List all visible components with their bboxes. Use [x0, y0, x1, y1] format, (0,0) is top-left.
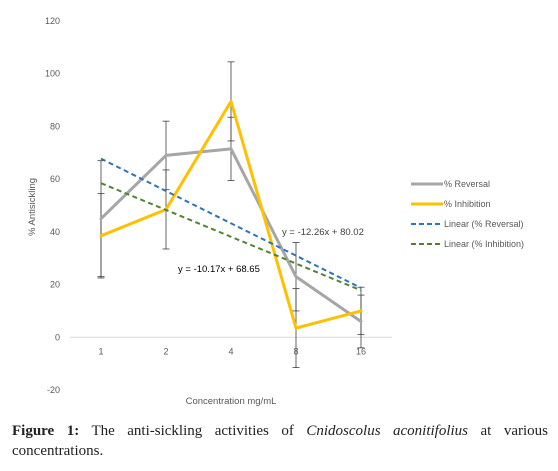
x-tick-label: 1: [98, 346, 103, 356]
caption-text-before: The anti-sickling activities of: [79, 423, 307, 439]
x-axis-title: Concentration mg/mL: [186, 396, 277, 407]
series-lines: [99, 99, 363, 330]
x-tick-label: 16: [356, 346, 366, 356]
y-tick-label: 20: [50, 280, 60, 290]
legend: % Reversal % Inhibition Linear (% Reversal…: [411, 179, 524, 249]
figure-caption: Figure 1: The anti-sickling activities o…: [12, 421, 548, 461]
caption-species: Cnidoscolus aconitifolius: [306, 423, 469, 439]
caption-text-after: at various concentrations.: [12, 423, 548, 459]
y-tick-labels: 120 100 80 60 40 20 0 -20: [45, 16, 60, 395]
y-tick-label: 120: [45, 16, 60, 26]
legend-item-reversal-label: % Reversal: [444, 179, 490, 189]
caption-label: Figure 1:: [12, 423, 80, 439]
y-tick-label: 60: [50, 174, 60, 184]
series-line-reversal: [99, 147, 363, 323]
y-tick-label: 0: [55, 332, 60, 342]
x-tick-label: 2: [163, 346, 168, 356]
legend-item-linear-inhibition-label: Linear (% Inhibition): [444, 239, 524, 249]
series-line-inhibition: [99, 99, 363, 330]
trendlines: [100, 157, 362, 292]
y-axis-title: % Antisickling: [27, 178, 38, 236]
legend-item-inhibition-label: % Inhibition: [444, 199, 491, 209]
y-tick-label: 80: [50, 121, 60, 131]
y-tick-label: 40: [50, 227, 60, 237]
y-tick-label: 100: [45, 69, 60, 79]
trendline-inhibition: [100, 182, 362, 292]
x-tick-label: 4: [228, 346, 233, 356]
y-tick-label: -20: [47, 385, 60, 395]
trendline-equation-inhibition: y = -10.17x + 68.65: [178, 264, 260, 275]
trendline-equation-reversal: y = -12.26x + 80.02: [282, 227, 364, 238]
trendline-reversal: [100, 157, 362, 289]
x-tick-labels: 124816: [98, 346, 366, 356]
legend-item-linear-reversal-label: Linear (% Reversal): [444, 219, 524, 229]
